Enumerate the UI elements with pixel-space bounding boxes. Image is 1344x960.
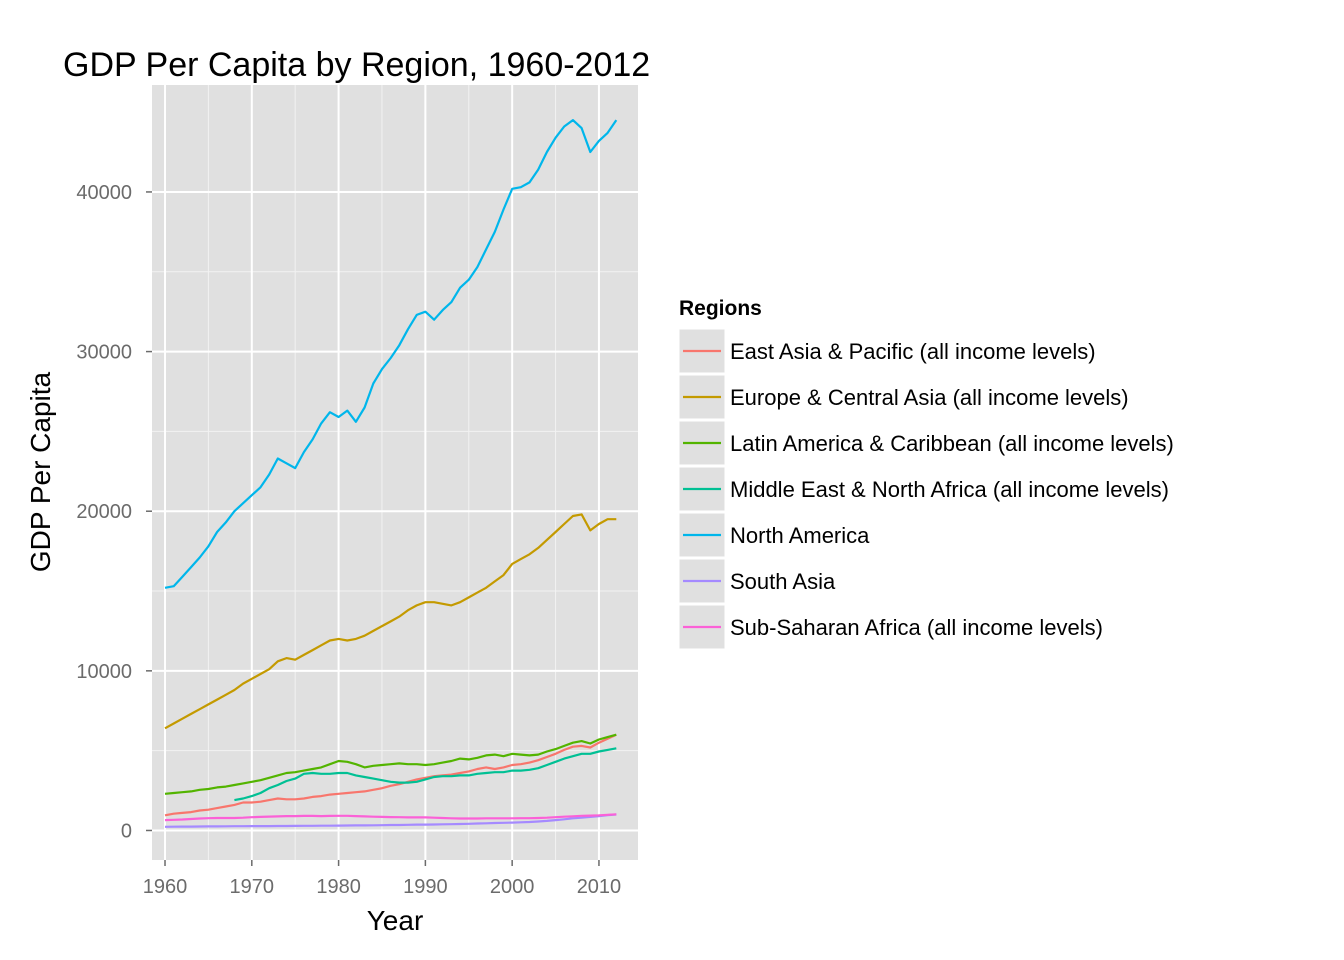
series-line-middle-east-north-africa-all-income-levels bbox=[234, 747, 617, 802]
legend-label: North America bbox=[730, 523, 870, 548]
series-line-sub-saharan-africa-all-income-levels bbox=[164, 813, 617, 822]
x-tick-label: 2000 bbox=[490, 876, 535, 898]
legend-title: Regions bbox=[679, 297, 762, 320]
x-tick-label: 1960 bbox=[143, 876, 188, 898]
series-line-north-america bbox=[164, 118, 618, 589]
x-tick-label: 1980 bbox=[316, 876, 361, 898]
series-line-europe-central-asia-all-income-levels bbox=[164, 513, 617, 730]
y-tick-label: 20000 bbox=[76, 501, 132, 523]
legend-label: South Asia bbox=[730, 569, 836, 594]
y-tick-label: 40000 bbox=[76, 182, 132, 204]
series-line-south-asia bbox=[164, 813, 617, 828]
legend: Regions East Asia & Pacific (all income … bbox=[678, 297, 1174, 650]
legend-label: Europe & Central Asia (all income levels… bbox=[730, 385, 1129, 410]
grid-minor bbox=[152, 85, 638, 860]
series-line-latin-america-caribbean-all-income-levels bbox=[164, 733, 617, 795]
y-axis-title: GDP Per Capita bbox=[25, 371, 56, 572]
x-tick-label: 2010 bbox=[577, 876, 622, 898]
legend-label: East Asia & Pacific (all income levels) bbox=[730, 339, 1096, 364]
plot-panel bbox=[152, 85, 638, 860]
y-axis: 0 10000 20000 30000 40000 bbox=[76, 182, 152, 842]
series-lines bbox=[164, 118, 618, 828]
legend-label: Middle East & North Africa (all income l… bbox=[730, 477, 1169, 502]
legend-items: East Asia & Pacific (all income levels) E… bbox=[678, 328, 1174, 650]
x-tick-label: 1990 bbox=[403, 876, 448, 898]
x-axis: 1960 1970 1980 1990 2000 2010 bbox=[143, 860, 621, 898]
x-tick-label: 1970 bbox=[230, 876, 275, 898]
series-line-east-asia-pacific-all-income-levels bbox=[164, 733, 617, 817]
legend-label: Latin America & Caribbean (all income le… bbox=[730, 431, 1174, 456]
grid-major bbox=[152, 85, 638, 860]
y-tick-label: 30000 bbox=[76, 342, 132, 364]
y-tick-label: 0 bbox=[121, 820, 132, 842]
y-tick-label: 10000 bbox=[76, 661, 132, 683]
chart-title: GDP Per Capita by Region, 1960-2012 bbox=[63, 46, 650, 84]
legend-label: Sub-Saharan Africa (all income levels) bbox=[730, 615, 1103, 640]
x-axis-title: Year bbox=[367, 905, 424, 936]
